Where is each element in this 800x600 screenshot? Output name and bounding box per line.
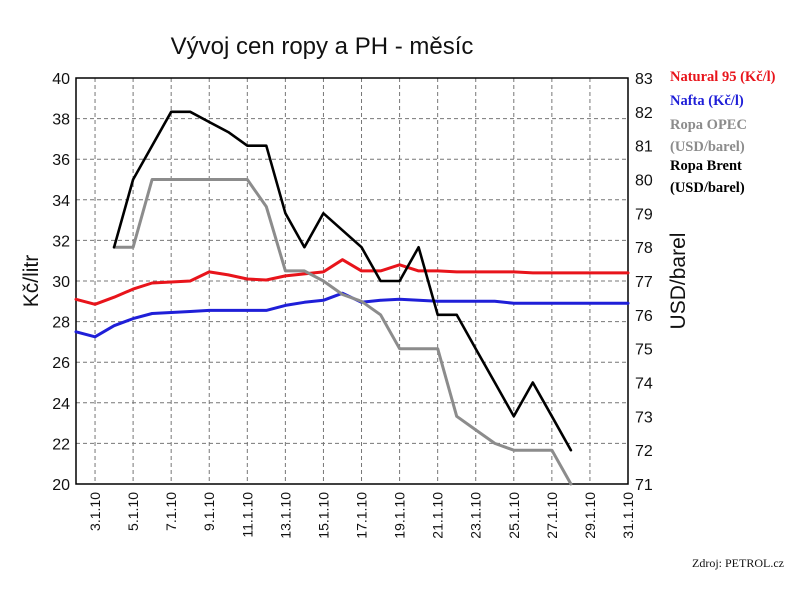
plot-frame bbox=[75, 77, 629, 485]
legend-natural-95: Natural 95 (Kč/l) bbox=[670, 69, 776, 85]
legend-ropa-opec: Ropa OPEC (USD/barel) bbox=[670, 117, 747, 155]
x-tick-label: 19.1.10 bbox=[392, 492, 408, 539]
y-left-tick-label: 26 bbox=[52, 355, 70, 372]
x-axis-ticks: 3.1.10 5.1.10 7.1.10 9.1.10 11.1.10 13.1.10 15… bbox=[87, 492, 636, 539]
y-left-tick-label: 38 bbox=[52, 112, 70, 129]
x-tick-label: 25.1.10 bbox=[506, 492, 522, 539]
y-axis-right-ticks: 71 72 73 74 75 76 77 78 79 80 81 82 83 bbox=[635, 71, 653, 494]
x-tick-label: 5.1.10 bbox=[125, 492, 141, 531]
y-right-tick-label: 78 bbox=[635, 240, 653, 257]
y-left-tick-label: 36 bbox=[52, 152, 70, 169]
y-left-tick-label: 40 bbox=[52, 71, 70, 88]
y-right-tick-label: 76 bbox=[635, 308, 653, 325]
legend-line: Ropa OPEC bbox=[670, 117, 747, 133]
y-axis-left-label: Kč/litr bbox=[20, 255, 43, 308]
x-tick-label: 31.1.10 bbox=[620, 492, 636, 539]
legend-line: (USD/barel) bbox=[670, 180, 745, 196]
series-layer bbox=[74, 110, 630, 486]
x-tick-label: 9.1.10 bbox=[201, 492, 217, 531]
grid bbox=[76, 77, 629, 485]
legend: Natural 95 (Kč/l) Nafta (Kč/l) Ropa OPEC… bbox=[670, 69, 776, 196]
y-right-tick-label: 77 bbox=[635, 274, 653, 291]
y-right-tick-label: 71 bbox=[635, 477, 653, 494]
y-left-tick-label: 34 bbox=[52, 193, 70, 210]
series-line-ropa-opec bbox=[112, 178, 573, 486]
y-right-tick-label: 82 bbox=[635, 105, 653, 122]
x-tick-label: 7.1.10 bbox=[163, 492, 179, 531]
y-axis-left-ticks: 20 22 24 26 28 30 32 34 36 38 40 bbox=[52, 71, 70, 494]
x-tick-label: 3.1.10 bbox=[87, 492, 103, 531]
legend-nafta: Nafta (Kč/l) bbox=[670, 93, 744, 109]
legend-ropa-brent: Ropa Brent (USD/barel) bbox=[670, 158, 745, 196]
y-right-tick-label: 83 bbox=[635, 71, 653, 88]
legend-line: (USD/barel) bbox=[670, 139, 745, 155]
y-left-tick-label: 22 bbox=[52, 436, 70, 453]
chart-title: Vývoj cen ropy a PH - měsíc bbox=[171, 33, 474, 60]
series-line-nafta bbox=[74, 291, 630, 339]
y-right-tick-label: 81 bbox=[635, 139, 653, 156]
y-right-tick-label: 73 bbox=[635, 409, 653, 426]
series-line-ropa-brent bbox=[112, 110, 573, 452]
x-tick-label: 29.1.10 bbox=[582, 492, 598, 539]
y-left-tick-label: 30 bbox=[52, 274, 70, 291]
x-tick-label: 15.1.10 bbox=[315, 492, 331, 539]
y-right-tick-label: 74 bbox=[635, 376, 653, 393]
x-tick-label: 27.1.10 bbox=[544, 492, 560, 539]
source-note: Zdroj: PETROL.cz bbox=[692, 556, 784, 570]
y-left-tick-label: 28 bbox=[52, 315, 70, 332]
legend-line: Ropa Brent bbox=[670, 158, 742, 174]
x-tick-label: 11.1.10 bbox=[239, 492, 255, 538]
x-tick-label: 23.1.10 bbox=[468, 492, 484, 539]
y-left-tick-label: 32 bbox=[52, 233, 70, 250]
y-right-tick-label: 75 bbox=[635, 342, 653, 359]
x-tick-label: 17.1.10 bbox=[354, 492, 370, 539]
y-left-tick-label: 24 bbox=[52, 396, 70, 413]
x-tick-label: 21.1.10 bbox=[430, 492, 446, 539]
y-axis-right-label: USD/barel bbox=[667, 233, 690, 330]
y-right-tick-label: 80 bbox=[635, 173, 653, 190]
y-right-tick-label: 79 bbox=[635, 206, 653, 223]
y-right-tick-label: 72 bbox=[635, 443, 653, 460]
series-line-natural-95 bbox=[74, 258, 630, 306]
y-left-tick-label: 20 bbox=[52, 477, 70, 494]
x-tick-label: 13.1.10 bbox=[277, 492, 293, 539]
